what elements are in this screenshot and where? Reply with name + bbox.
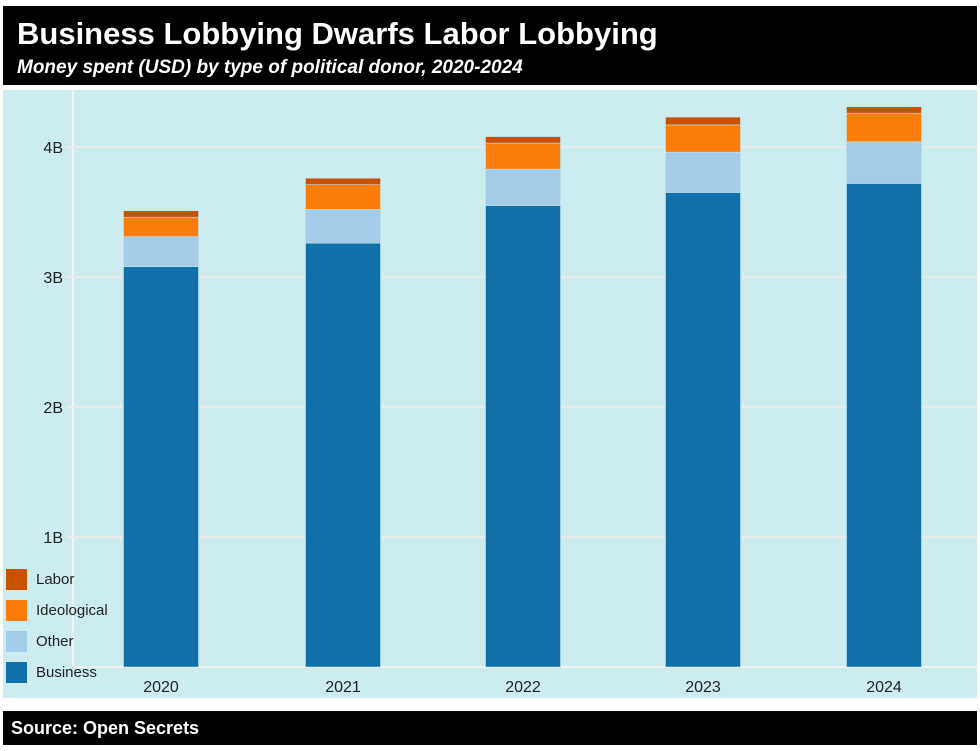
bar-labor-2023: [665, 116, 741, 126]
x-tick-label: 2022: [505, 679, 541, 696]
bar-ideological-2020: [123, 216, 199, 237]
bar-other-2022: [485, 168, 561, 206]
bar-ideological-2024: [846, 112, 922, 143]
legend-label: Other: [36, 633, 74, 650]
legend-label: Business: [36, 664, 97, 681]
chart-title: Business Lobbying Dwarfs Labor Lobbying: [17, 16, 658, 51]
bar-business-2020: [123, 266, 199, 668]
bar-business-2024: [846, 183, 922, 668]
chart-subtitle: Money spent (USD) by type of political d…: [17, 57, 523, 78]
x-tick-label: 2024: [866, 679, 902, 696]
bar-ideological-2023: [665, 124, 741, 153]
bar-labor-2020: [123, 210, 199, 218]
legend-swatch: [6, 569, 27, 590]
legend-swatch: [6, 600, 27, 621]
y-tick-label: 1B: [43, 530, 63, 547]
bar-business-2022: [485, 205, 561, 668]
footer-bar: Source: Open Secrets: [3, 711, 977, 745]
bar-labor-2022: [485, 136, 561, 144]
legend-item-labor: Labor: [6, 569, 74, 590]
x-tick-label: 2023: [685, 679, 721, 696]
x-tick-label: 2020: [143, 679, 179, 696]
bar-other-2024: [846, 141, 922, 184]
y-tick-label: 4B: [43, 140, 63, 157]
bar-labor-2021: [305, 177, 381, 185]
legend-label: Ideological: [36, 602, 108, 619]
title-bar: Business Lobbying Dwarfs Labor Lobbying …: [3, 6, 977, 85]
y-tick-label: 2B: [43, 400, 63, 417]
bar-other-2021: [305, 209, 381, 244]
bar-business-2023: [665, 192, 741, 668]
bar-labor-2024: [846, 106, 922, 114]
bar-ideological-2022: [485, 142, 561, 170]
x-tick-label: 2021: [325, 679, 361, 696]
bar-ideological-2021: [305, 184, 381, 210]
legend-item-ideological: Ideological: [6, 600, 108, 621]
legend-item-other: Other: [6, 631, 74, 652]
source-note: Source: Open Secrets: [11, 718, 200, 738]
legend-item-business: Business: [6, 662, 97, 683]
bar-other-2020: [123, 236, 199, 267]
bar-business-2021: [305, 242, 381, 668]
legend-label: Labor: [36, 571, 75, 588]
legend-swatch: [6, 662, 27, 683]
bar-other-2023: [665, 151, 741, 193]
y-tick-label: 3B: [43, 270, 63, 287]
legend-swatch: [6, 631, 27, 652]
